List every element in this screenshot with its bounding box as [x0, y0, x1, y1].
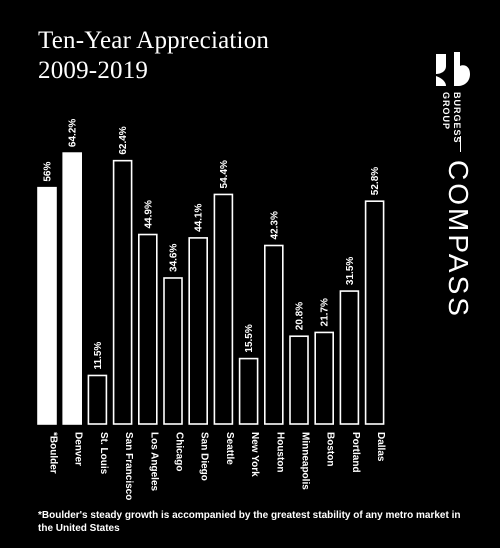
value-label: 31.5%: [345, 257, 356, 285]
category-label: Minneapolis: [300, 432, 311, 490]
burgess-group: GROUP: [441, 92, 451, 131]
bar-portland: [339, 290, 360, 425]
category-label: San Francisco: [123, 432, 134, 500]
category-label: St. Louis: [98, 432, 109, 475]
bar-seattle: [213, 193, 234, 425]
burgess-name: BURGESS: [452, 92, 462, 144]
category-label: Portland: [350, 432, 361, 473]
category-label: Seattle: [224, 432, 235, 465]
value-label: 20.8%: [295, 302, 306, 330]
compass-logo: COMPASS: [443, 160, 474, 319]
bar-dallas: [364, 200, 385, 425]
value-label: 56%: [43, 162, 54, 182]
burgess-group-wordmark: BURGESS GROUP: [440, 92, 462, 144]
category-label: Chicago: [174, 432, 185, 471]
category-label: Dallas: [375, 432, 386, 462]
burgess-group-logo-icon: [436, 52, 470, 86]
value-label: 52.8%: [370, 167, 381, 195]
bar-san-francisco: [112, 159, 133, 425]
bar-st-louis: [87, 374, 108, 425]
bar-denver: [62, 152, 83, 425]
value-label: 21.7%: [320, 298, 331, 326]
value-label: 62.4%: [118, 126, 129, 154]
bar-boston: [314, 331, 335, 425]
bar-chicago: [163, 277, 183, 425]
brand-divider: [460, 136, 461, 152]
value-label: 11.5%: [93, 342, 104, 370]
category-label: Houston: [274, 432, 285, 473]
value-label: 44.1%: [194, 203, 205, 231]
category-label: San Diego: [199, 432, 210, 481]
bar-houston: [263, 244, 284, 425]
bar-new-york: [238, 357, 259, 425]
category-label: Denver: [73, 432, 84, 466]
bar-boulder: [37, 186, 57, 425]
category-label: *Boulder: [48, 432, 59, 474]
value-label: 34.6%: [169, 244, 180, 272]
category-label: Boston: [325, 432, 336, 466]
value-label: 15.5%: [244, 324, 255, 352]
value-label: 42.3%: [269, 211, 280, 239]
chart-title: Ten-Year Appreciation: [38, 27, 270, 54]
bar-los-angeles: [138, 233, 158, 425]
bar-minneapolis: [289, 335, 309, 425]
value-label: 44.9%: [143, 200, 154, 228]
chart-subtitle: 2009-2019: [38, 57, 149, 84]
value-label: 54.4%: [219, 160, 230, 188]
bar-san-diego: [188, 237, 208, 425]
footnote: *Boulder's steady growth is accompanied …: [38, 510, 461, 534]
category-label: New York: [249, 432, 260, 477]
category-label: Los Angeles: [148, 432, 159, 492]
value-label: 64.2%: [68, 119, 79, 147]
